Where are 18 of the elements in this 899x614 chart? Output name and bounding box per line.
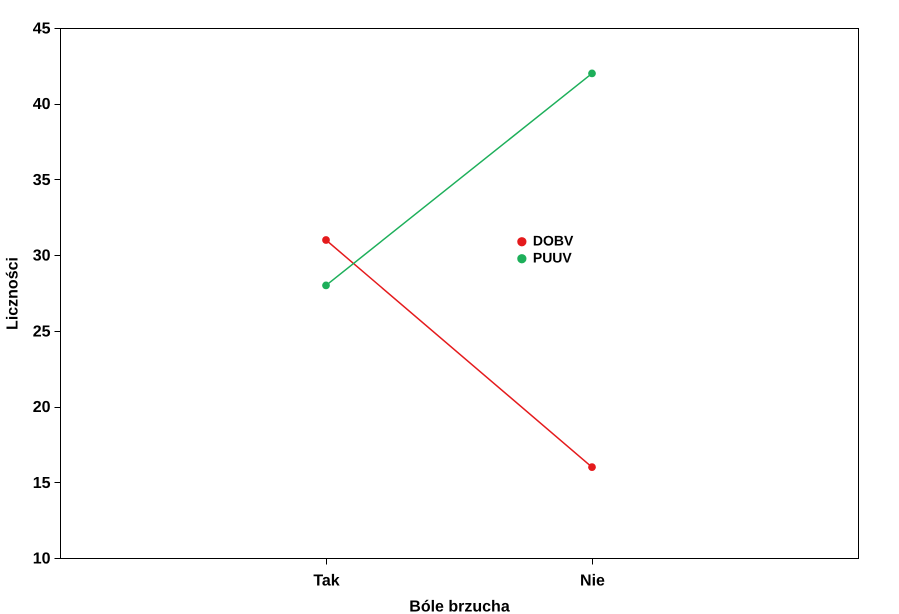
legend-label: DOBV (532, 232, 574, 249)
point (588, 463, 596, 472)
y-tick-label: 40 (32, 96, 51, 114)
point (322, 282, 330, 290)
point (588, 70, 596, 78)
x-tick-label: Tak (313, 572, 340, 590)
y-tick-label: 25 (32, 323, 51, 340)
y-axis-title: Liczności (4, 257, 22, 330)
y-tick-label: 10 (32, 550, 51, 568)
y-tick-label: 30 (32, 248, 51, 265)
y-tick-label: 35 (32, 172, 51, 189)
point (322, 236, 330, 244)
x-axis-title: Bóle brzucha (409, 598, 510, 614)
y-tick-label: 45 (32, 20, 51, 38)
legend-label: PUUV (532, 250, 572, 266)
y-tick-label: 20 (32, 399, 51, 416)
x-tick-label: Nie (580, 572, 606, 590)
y-tick-label: 15 (32, 474, 51, 492)
